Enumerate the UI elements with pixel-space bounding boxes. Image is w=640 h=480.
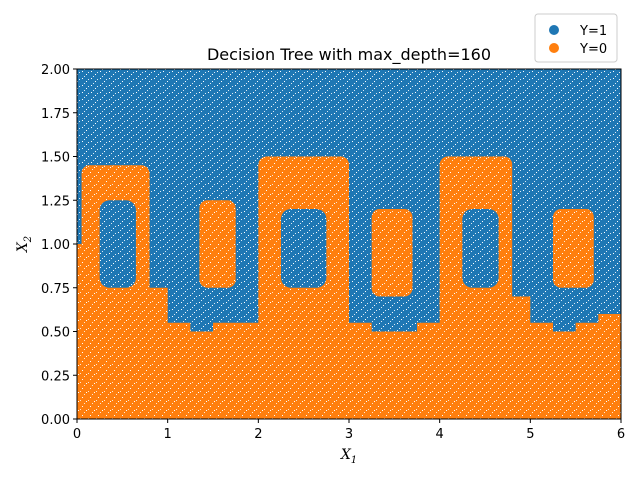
y-tick-label: 0.50 — [41, 326, 70, 341]
y1-region-0 — [99, 200, 136, 288]
y-tick-label: 0.75 — [41, 282, 70, 297]
y-tick-label: 1.00 — [41, 238, 70, 253]
y-axis-label: X2 — [15, 236, 34, 253]
x-tick-label: 3 — [345, 427, 353, 442]
y-tick-label: 1.50 — [41, 151, 70, 166]
y-tick-label: 0.25 — [41, 369, 70, 384]
legend-label: Y=1 — [579, 24, 607, 39]
y0-region-1 — [199, 200, 236, 288]
y1-region-2 — [462, 209, 499, 288]
x-tick-label: 6 — [617, 427, 625, 442]
x-tick-label: 4 — [436, 427, 444, 442]
x-tick-label: 1 — [164, 427, 172, 442]
plot-area — [77, 69, 621, 419]
x-tick-label: 2 — [254, 427, 262, 442]
y-tick-label: 2.00 — [41, 63, 70, 78]
y-tick-label: 1.25 — [41, 194, 70, 209]
legend: Y=1Y=0 — [534, 13, 618, 63]
chart-title: Decision Tree with max_depth=160 — [207, 45, 491, 65]
x-axis-label: X1 — [340, 447, 357, 466]
y0-region-3 — [371, 209, 413, 297]
legend-label: Y=0 — [579, 42, 607, 57]
legend-marker — [549, 43, 559, 53]
x-tick-label: 5 — [526, 427, 534, 442]
y-axis: 0.00 0.25 0.50 0.75 1.00 1.25 1.50 1.75 2.00 — [41, 63, 77, 428]
x-axis: 0 1 2 3 4 5 6 — [73, 419, 625, 442]
y0-region-5 — [553, 209, 594, 288]
x-tick-label: 0 — [73, 427, 81, 442]
y1-region-1 — [281, 209, 327, 288]
legend-marker — [549, 25, 559, 35]
y-tick-label: 0.00 — [41, 413, 70, 428]
y-tick-label: 1.75 — [41, 107, 70, 122]
